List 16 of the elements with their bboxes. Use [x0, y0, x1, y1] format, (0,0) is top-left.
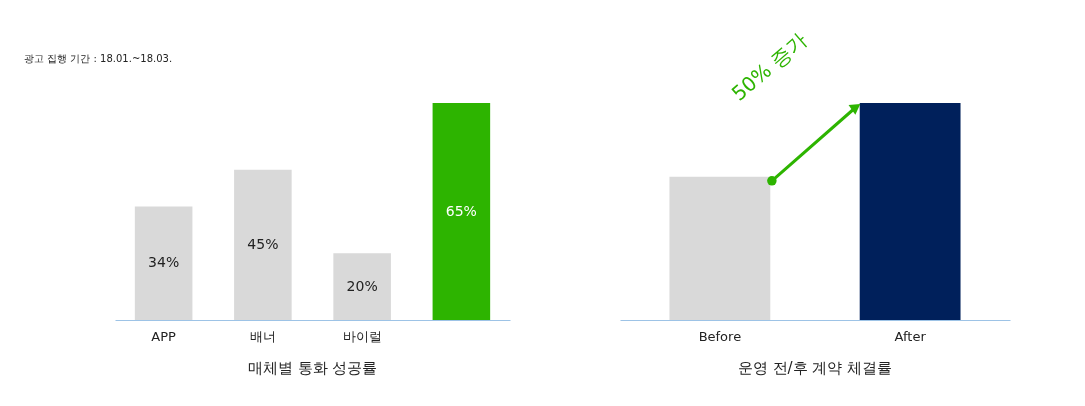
- x-tick-label: After: [894, 328, 927, 344]
- data-label: 34%: [148, 254, 180, 271]
- x-tick-label: Before: [698, 328, 742, 344]
- data-label: 65%: [445, 202, 477, 219]
- text: 매체별 통화 성공률: [247, 359, 378, 377]
- bar: [432, 103, 491, 320]
- chart-subtitle: 광고 집행 기간 : 18.01.~18.03.: [24, 52, 173, 66]
- bar: [333, 253, 391, 320]
- data-label: 45%: [247, 235, 279, 252]
- data-label: 20%: [346, 277, 378, 294]
- x-tick-label: 배너: [249, 328, 276, 344]
- x-tick-label: 바이럴: [342, 328, 382, 344]
- x-tick-label: APP: [151, 328, 177, 344]
- text: 운영 전/후 계약 체결률: [737, 359, 893, 377]
- bar: [234, 169, 292, 320]
- bar: [134, 206, 193, 320]
